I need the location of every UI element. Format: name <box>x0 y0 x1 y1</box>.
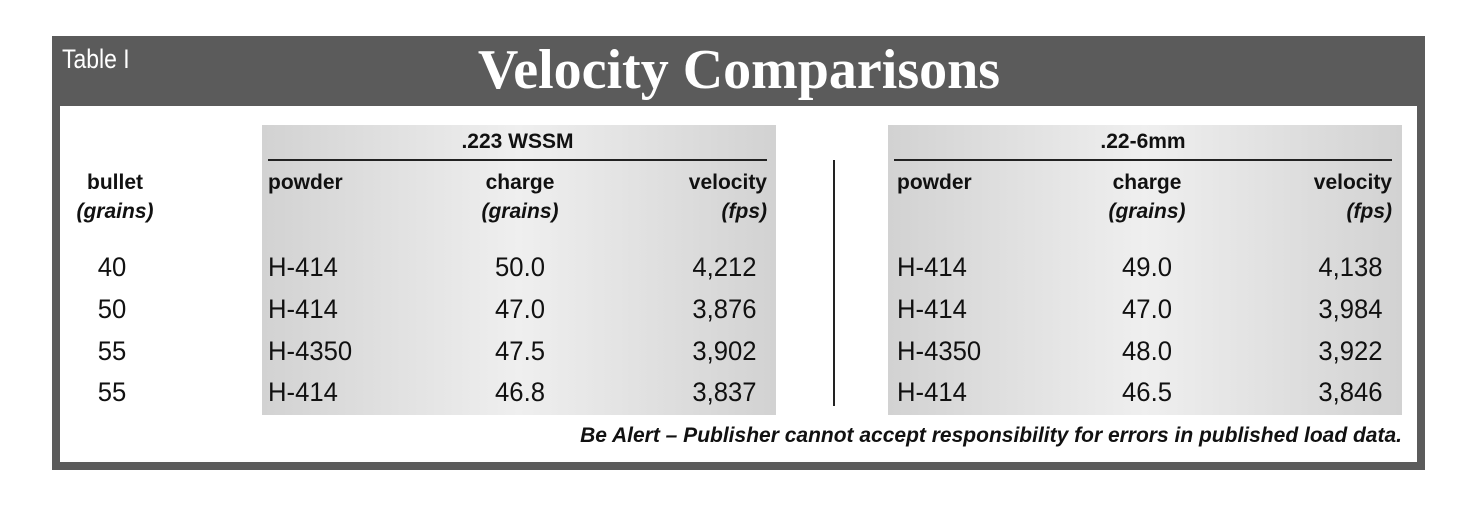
table-cell: H-414 <box>268 377 338 407</box>
bullet-cell: 50 <box>97 294 127 324</box>
table-cell: 47.5 <box>495 336 545 366</box>
table-cell: 4,212 <box>692 252 757 282</box>
table-cell: H-414 <box>268 252 338 282</box>
table-cell: 49.0 <box>1122 252 1172 282</box>
table-cell: H-4350 <box>268 336 353 366</box>
table-cell: 4,138 <box>1318 252 1383 282</box>
bullet-cell: 40 <box>97 252 127 282</box>
table-cell: 3,984 <box>1318 294 1383 324</box>
table-cell: 46.5 <box>1122 377 1172 407</box>
column-header: powder <box>268 171 343 194</box>
table-label: Table I <box>62 44 130 74</box>
table-cell: 47.0 <box>495 294 545 324</box>
column-header: velocity <box>1313 171 1392 194</box>
column-header: powder <box>897 171 972 194</box>
column-header: (grains) <box>1108 200 1186 223</box>
table-cell: 48.0 <box>1122 336 1172 366</box>
column-header: (fps) <box>721 200 768 223</box>
table-cell: 47.0 <box>1122 294 1172 324</box>
title: Velocity Comparisons <box>477 39 1001 101</box>
table-cell: 3,837 <box>692 377 757 407</box>
table-cell: H-414 <box>897 252 967 282</box>
table-cell: 3,876 <box>692 294 757 324</box>
column-header: (grains) <box>481 200 559 223</box>
bullet-cell: 55 <box>97 377 127 407</box>
group-panel <box>888 125 1402 415</box>
column-header: velocity <box>688 171 767 194</box>
table-cell: H-414 <box>268 294 338 324</box>
table-cell: 3,902 <box>692 336 757 366</box>
table-cell: 3,846 <box>1318 377 1383 407</box>
table-cell: 46.8 <box>495 377 545 407</box>
table-cell: H-4350 <box>897 336 982 366</box>
group-title: .223 WSSM <box>461 130 574 153</box>
group-rule <box>268 159 767 161</box>
table-cell: H-414 <box>897 377 967 407</box>
divider <box>833 160 835 406</box>
group-rule <box>894 159 1392 161</box>
column-header: charge <box>485 171 555 194</box>
bullet-cell: 55 <box>97 336 127 366</box>
group-panel <box>262 125 776 415</box>
bullet-header: bullet <box>87 171 143 194</box>
bullet-header: (grains) <box>76 200 154 223</box>
table-cell: 3,922 <box>1318 336 1383 366</box>
footer-note: Be Alert – Publisher cannot accept respo… <box>580 424 1402 447</box>
table-cell: 50.0 <box>495 252 545 282</box>
column-header: (fps) <box>1346 200 1393 223</box>
table-cell: H-414 <box>897 294 967 324</box>
group-title: .22-6mm <box>1100 130 1186 153</box>
column-header: charge <box>1112 171 1182 194</box>
